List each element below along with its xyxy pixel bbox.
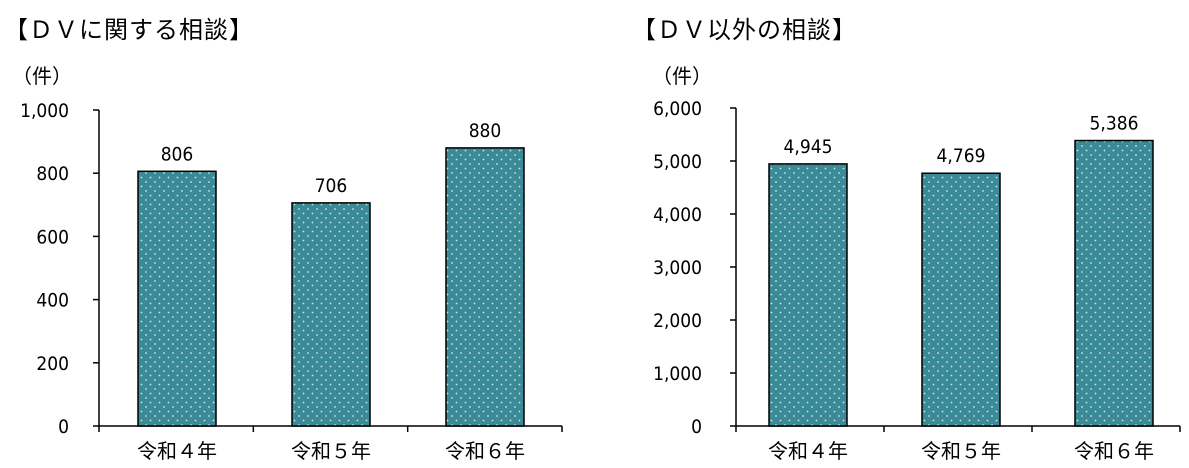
- non-dv-category-label: 令和６年: [1074, 439, 1154, 463]
- non-dv-value-label: 5,386: [1090, 113, 1139, 135]
- dv-value-label: 706: [315, 175, 348, 197]
- chart-title-dv: 【ＤＶに関する相談】: [4, 16, 254, 44]
- non-dv-category-label: 令和５年: [921, 439, 1001, 463]
- non-dv-bar: [1074, 139, 1154, 427]
- dv-y-tick-label: 400: [36, 290, 69, 312]
- non-dv-value-label: 4,769: [937, 145, 986, 167]
- non-dv-category-label: 令和４年: [768, 439, 848, 463]
- dv-y-tick-label: 200: [36, 353, 69, 375]
- dv-y-tick-label: 0: [58, 416, 69, 438]
- non-dv-y-tick-label: 4,000: [653, 204, 702, 226]
- non-dv-y-tick-label: 0: [691, 416, 702, 438]
- non-dv-y-tick-label: 1,000: [653, 363, 702, 385]
- unit-label-non-dv: （件）: [652, 64, 712, 88]
- bar-chart-dv: 0 200 400 600 800 1,000 806 令和４年 706 令和５年 880 令和６年: [20, 100, 563, 463]
- dv-bar: [291, 202, 371, 427]
- dv-category-label: 令和６年: [445, 439, 525, 463]
- bar-chart-non-dv: 0 1,000 2,000 3,000 4,000 5,000 6,000 4,945 令和４年…: [653, 98, 1181, 463]
- non-dv-y-tick-label: 2,000: [653, 310, 702, 332]
- non-dv-bar: [768, 163, 848, 427]
- unit-label-dv: （件）: [12, 64, 72, 88]
- dv-value-label: 806: [161, 143, 194, 165]
- dv-y-tick-label: 1,000: [20, 100, 69, 122]
- dv-category-label: 令和５年: [291, 439, 371, 463]
- dv-y-tick-label: 600: [36, 226, 69, 248]
- dv-category-label: 令和４年: [137, 439, 217, 463]
- dv-bar: [445, 147, 525, 427]
- non-dv-bar: [921, 172, 1001, 427]
- dv-y-tick-label: 800: [36, 163, 69, 185]
- dv-bar: [137, 170, 217, 427]
- non-dv-y-tick-label: 6,000: [653, 98, 702, 120]
- dv-value-label: 880: [469, 120, 502, 142]
- chart-title-non-dv: 【ＤＶ以外の相談】: [632, 16, 857, 44]
- non-dv-y-tick-label: 3,000: [653, 257, 702, 279]
- non-dv-value-label: 4,945: [784, 136, 833, 158]
- non-dv-y-tick-label: 5,000: [653, 151, 702, 173]
